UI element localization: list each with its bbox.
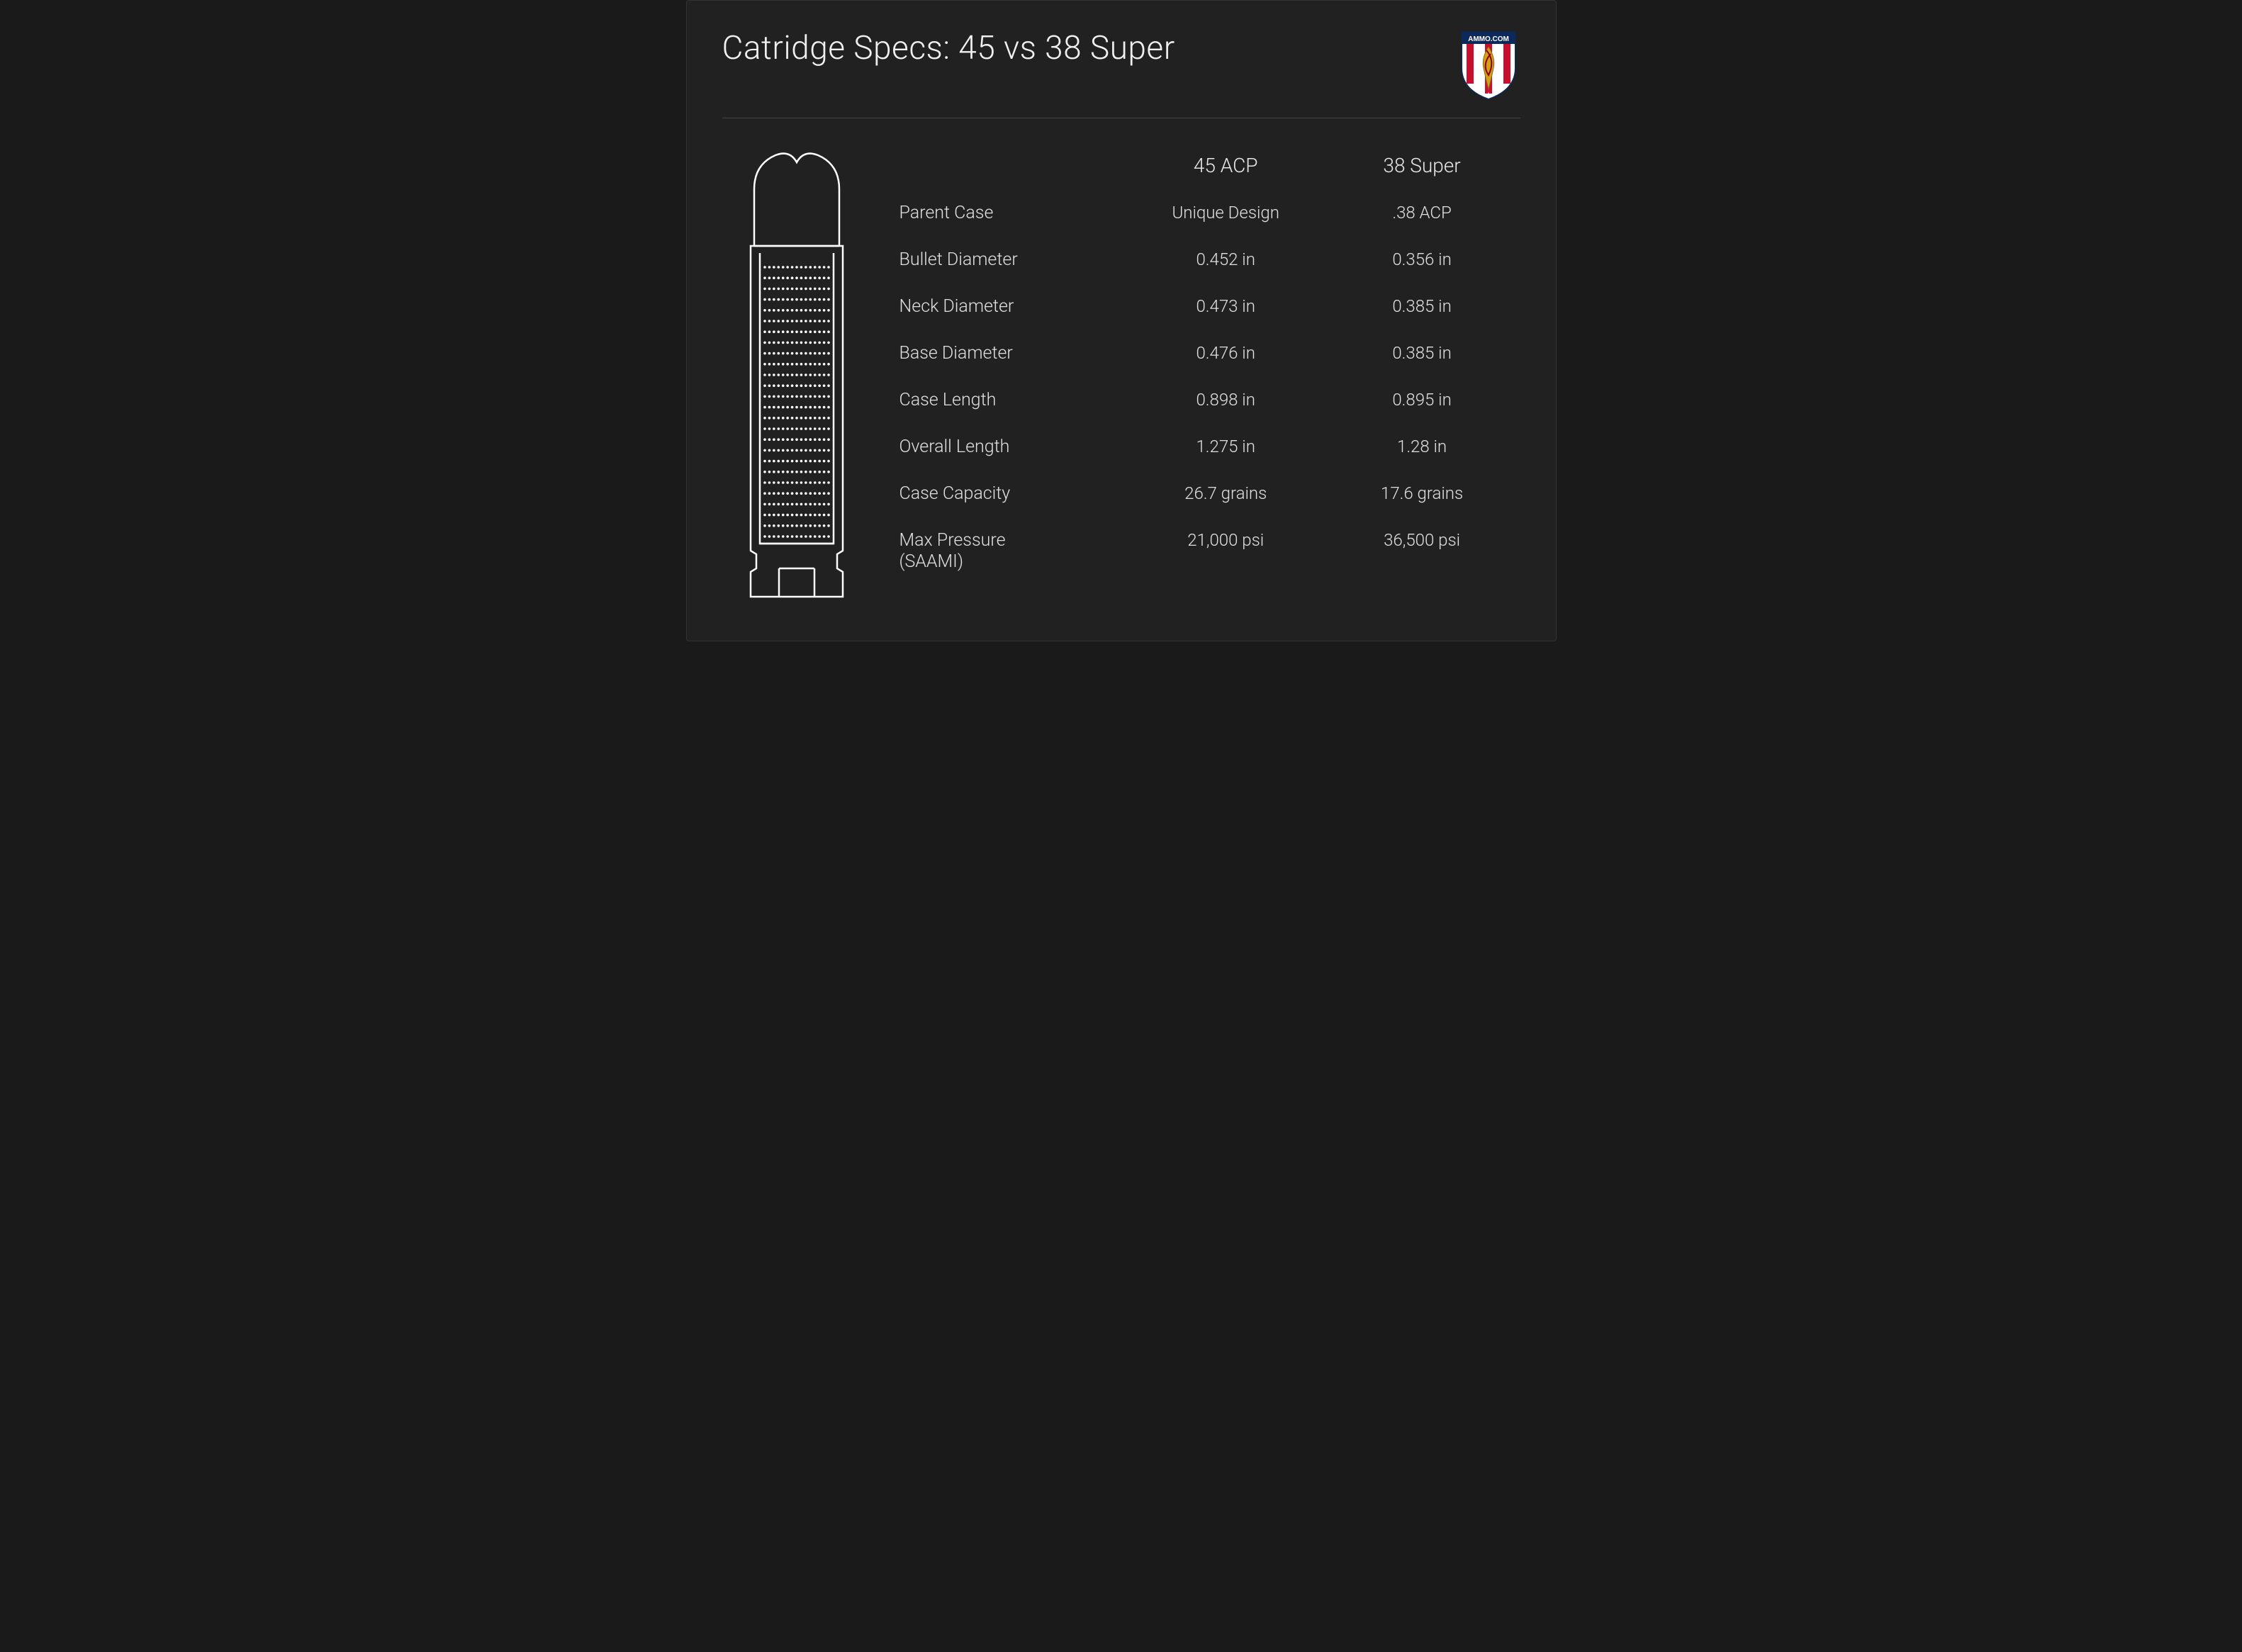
spec-value-col2: 0.385 in	[1324, 296, 1520, 318]
spec-value-col2: 1.28 in	[1324, 437, 1520, 458]
spec-label: Base Diameter	[892, 343, 1128, 364]
ammo-logo: AMMO.COM ★	[1457, 29, 1520, 100]
spec-value-col2: 36,500 psi	[1324, 530, 1520, 573]
spec-label: Max Pressure(SAAMI)	[892, 530, 1128, 573]
spec-table: 45 ACP 38 Super Parent CaseUnique Design…	[892, 147, 1520, 600]
spec-label: Bullet Diameter	[892, 249, 1128, 271]
spec-value-col1: 1.275 in	[1128, 437, 1324, 458]
spec-card: Catridge Specs: 45 vs 38 Super AMMO.COM …	[686, 0, 1557, 641]
spec-value-col1: 26.7 grains	[1128, 483, 1324, 505]
spec-value-col1: 0.476 in	[1128, 343, 1324, 364]
cartridge-diagram	[722, 147, 871, 600]
spec-value-col2: .38 ACP	[1324, 203, 1520, 224]
spec-label: Parent Case	[892, 203, 1128, 224]
spec-label: Case Length	[892, 390, 1128, 411]
header: Catridge Specs: 45 vs 38 Super AMMO.COM …	[722, 29, 1520, 118]
spec-label: Overall Length	[892, 437, 1128, 458]
spec-label: Case Capacity	[892, 483, 1128, 505]
content: 45 ACP 38 Super Parent CaseUnique Design…	[722, 147, 1520, 600]
logo-text: AMMO.COM	[1468, 35, 1509, 43]
spec-value-col1: 0.452 in	[1128, 249, 1324, 271]
column-header-1: 45 ACP	[1128, 154, 1324, 177]
spec-value-col2: 0.895 in	[1324, 390, 1520, 411]
column-header-2: 38 Super	[1324, 154, 1520, 177]
svg-text:★: ★	[1485, 91, 1491, 99]
spec-label: Neck Diameter	[892, 296, 1128, 318]
page-title: Catridge Specs: 45 vs 38 Super	[722, 29, 1175, 67]
spec-value-col1: 0.473 in	[1128, 296, 1324, 318]
spec-value-col2: 0.385 in	[1324, 343, 1520, 364]
spec-value-col2: 17.6 grains	[1324, 483, 1520, 505]
spec-value-col1: Unique Design	[1128, 203, 1324, 224]
empty-cell	[892, 154, 1128, 177]
spec-value-col1: 0.898 in	[1128, 390, 1324, 411]
spec-value-col1: 21,000 psi	[1128, 530, 1324, 573]
spec-value-col2: 0.356 in	[1324, 249, 1520, 271]
